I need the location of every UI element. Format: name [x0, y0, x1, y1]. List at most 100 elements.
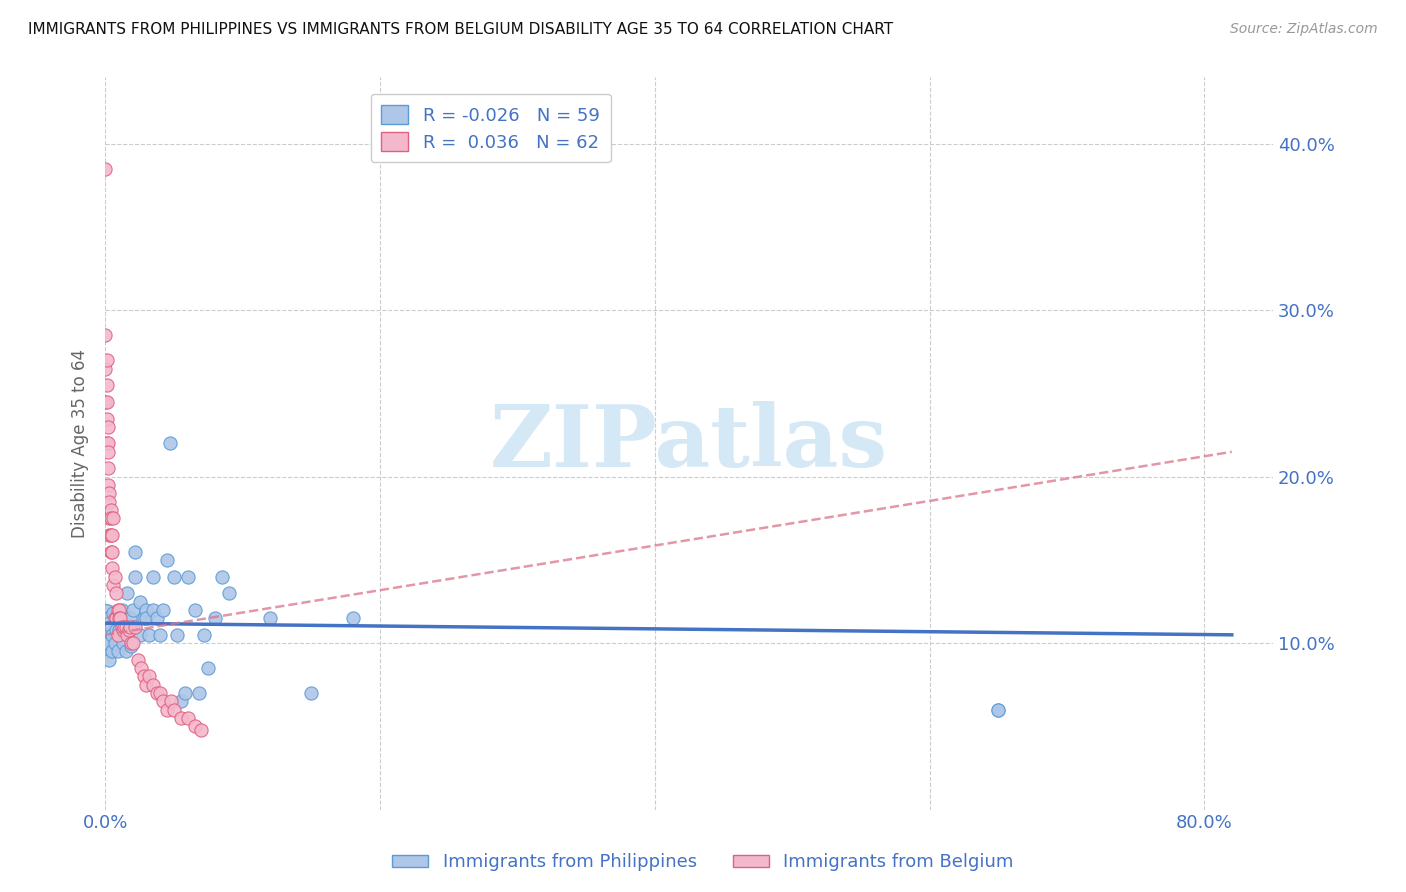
Point [121, 619, 143, 633]
Point [176, 711, 198, 725]
Point [98, 511, 121, 525]
Point [259, 611, 281, 625]
Point [121, 603, 143, 617]
Point [108, 603, 131, 617]
Point [97, 445, 120, 459]
Point [110, 611, 132, 625]
Point [114, 619, 136, 633]
Point [170, 711, 193, 725]
Point [128, 594, 150, 608]
Point [97, 636, 120, 650]
Point [107, 628, 129, 642]
Point [142, 603, 165, 617]
Point [96, 395, 118, 409]
Point [129, 661, 152, 675]
Point [124, 569, 146, 583]
Point [107, 644, 129, 658]
Point [114, 619, 136, 633]
Point [146, 611, 169, 625]
Point [190, 723, 212, 737]
Point [103, 606, 125, 620]
Point [97, 461, 120, 475]
Point [120, 636, 142, 650]
Legend: R = -0.026   N = 59, R =  0.036   N = 62: R = -0.026 N = 59, R = 0.036 N = 62 [371, 94, 610, 162]
Point [135, 603, 157, 617]
Point [118, 619, 141, 633]
Y-axis label: Disability Age 35 to 64: Disability Age 35 to 64 [72, 349, 89, 538]
Text: ZIPatlas: ZIPatlas [491, 401, 889, 485]
Point [94, 161, 117, 176]
Point [101, 544, 124, 558]
Point [211, 569, 233, 583]
Point [163, 703, 186, 717]
Point [96, 378, 118, 392]
Point [103, 511, 125, 525]
Point [149, 686, 172, 700]
Point [94, 328, 117, 343]
Point [98, 616, 121, 631]
Point [94, 628, 117, 642]
Point [170, 694, 193, 708]
Point [98, 494, 121, 508]
Point [146, 686, 169, 700]
Point [118, 611, 141, 625]
Point [98, 528, 121, 542]
Point [97, 478, 120, 492]
Point [97, 420, 120, 434]
Point [101, 561, 124, 575]
Point [138, 669, 160, 683]
Point [96, 644, 118, 658]
Point [111, 619, 134, 633]
Point [163, 569, 186, 583]
Point [187, 686, 209, 700]
Point [101, 528, 124, 542]
Point [142, 569, 165, 583]
Point [96, 623, 118, 637]
Point [100, 503, 122, 517]
Point [97, 611, 120, 625]
Point [111, 603, 134, 617]
Point [94, 611, 117, 625]
Point [174, 686, 197, 700]
Point [101, 644, 124, 658]
Point [142, 678, 165, 692]
Point [94, 361, 117, 376]
Point [98, 653, 121, 667]
Point [135, 611, 157, 625]
Point [132, 611, 155, 625]
Point [342, 611, 364, 625]
Point [176, 569, 198, 583]
Point [100, 528, 122, 542]
Point [117, 623, 139, 637]
Point [987, 703, 1010, 717]
Point [152, 694, 174, 708]
Point [135, 678, 157, 692]
Point [197, 661, 219, 675]
Text: Source: ZipAtlas.com: Source: ZipAtlas.com [1230, 22, 1378, 37]
Text: IMMIGRANTS FROM PHILIPPINES VS IMMIGRANTS FROM BELGIUM DISABILITY AGE 35 TO 64 C: IMMIGRANTS FROM PHILIPPINES VS IMMIGRANT… [28, 22, 893, 37]
Point [114, 619, 136, 633]
Point [103, 578, 125, 592]
Point [97, 436, 120, 450]
Point [94, 395, 117, 409]
Point [100, 544, 122, 558]
Point [183, 719, 205, 733]
Point [218, 586, 240, 600]
Point [112, 636, 135, 650]
Point [115, 586, 138, 600]
Point [105, 623, 128, 637]
Point [193, 628, 215, 642]
Point [159, 436, 181, 450]
Legend: Immigrants from Philippines, Immigrants from Belgium: Immigrants from Philippines, Immigrants … [385, 847, 1021, 879]
Point [120, 640, 142, 654]
Point [156, 553, 179, 567]
Point [96, 436, 118, 450]
Point [132, 669, 155, 683]
Point [112, 623, 135, 637]
Point [96, 353, 118, 368]
Point [160, 694, 183, 708]
Point [101, 628, 124, 642]
Point [124, 619, 146, 633]
Point [156, 703, 179, 717]
Point [183, 603, 205, 617]
